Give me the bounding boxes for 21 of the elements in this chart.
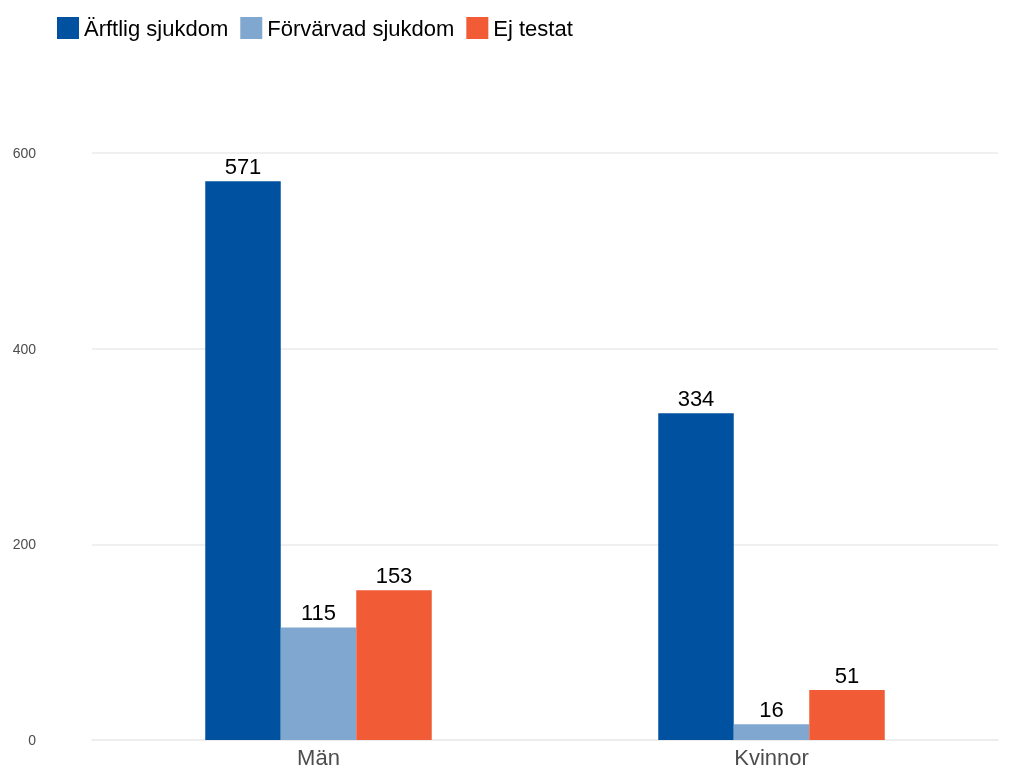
data-label: 334 (677, 385, 715, 411)
legend-label: Förvärvad sjukdom (267, 15, 455, 41)
y-tick-label: 0 (28, 732, 37, 748)
data-label: 115 (300, 599, 337, 625)
data-label: 16 (759, 696, 784, 722)
bar (809, 690, 885, 740)
y-tick-label: 600 (12, 145, 37, 161)
data-label: 51 (834, 662, 860, 688)
y-tick-label: 400 (12, 340, 37, 357)
legend-label: Ej testat (493, 15, 573, 41)
y-tick-label: 200 (12, 536, 37, 553)
bar (280, 627, 357, 740)
legend-label: Ärftlig sjukdom (84, 15, 229, 41)
bar (356, 590, 432, 740)
x-tick-label: Kvinnor (734, 744, 809, 770)
data-label: 153 (375, 562, 413, 588)
bar (733, 724, 810, 740)
data-label: 571 (224, 153, 262, 179)
bar (658, 413, 734, 740)
x-tick-label: Män (297, 744, 340, 770)
bar (205, 181, 281, 740)
